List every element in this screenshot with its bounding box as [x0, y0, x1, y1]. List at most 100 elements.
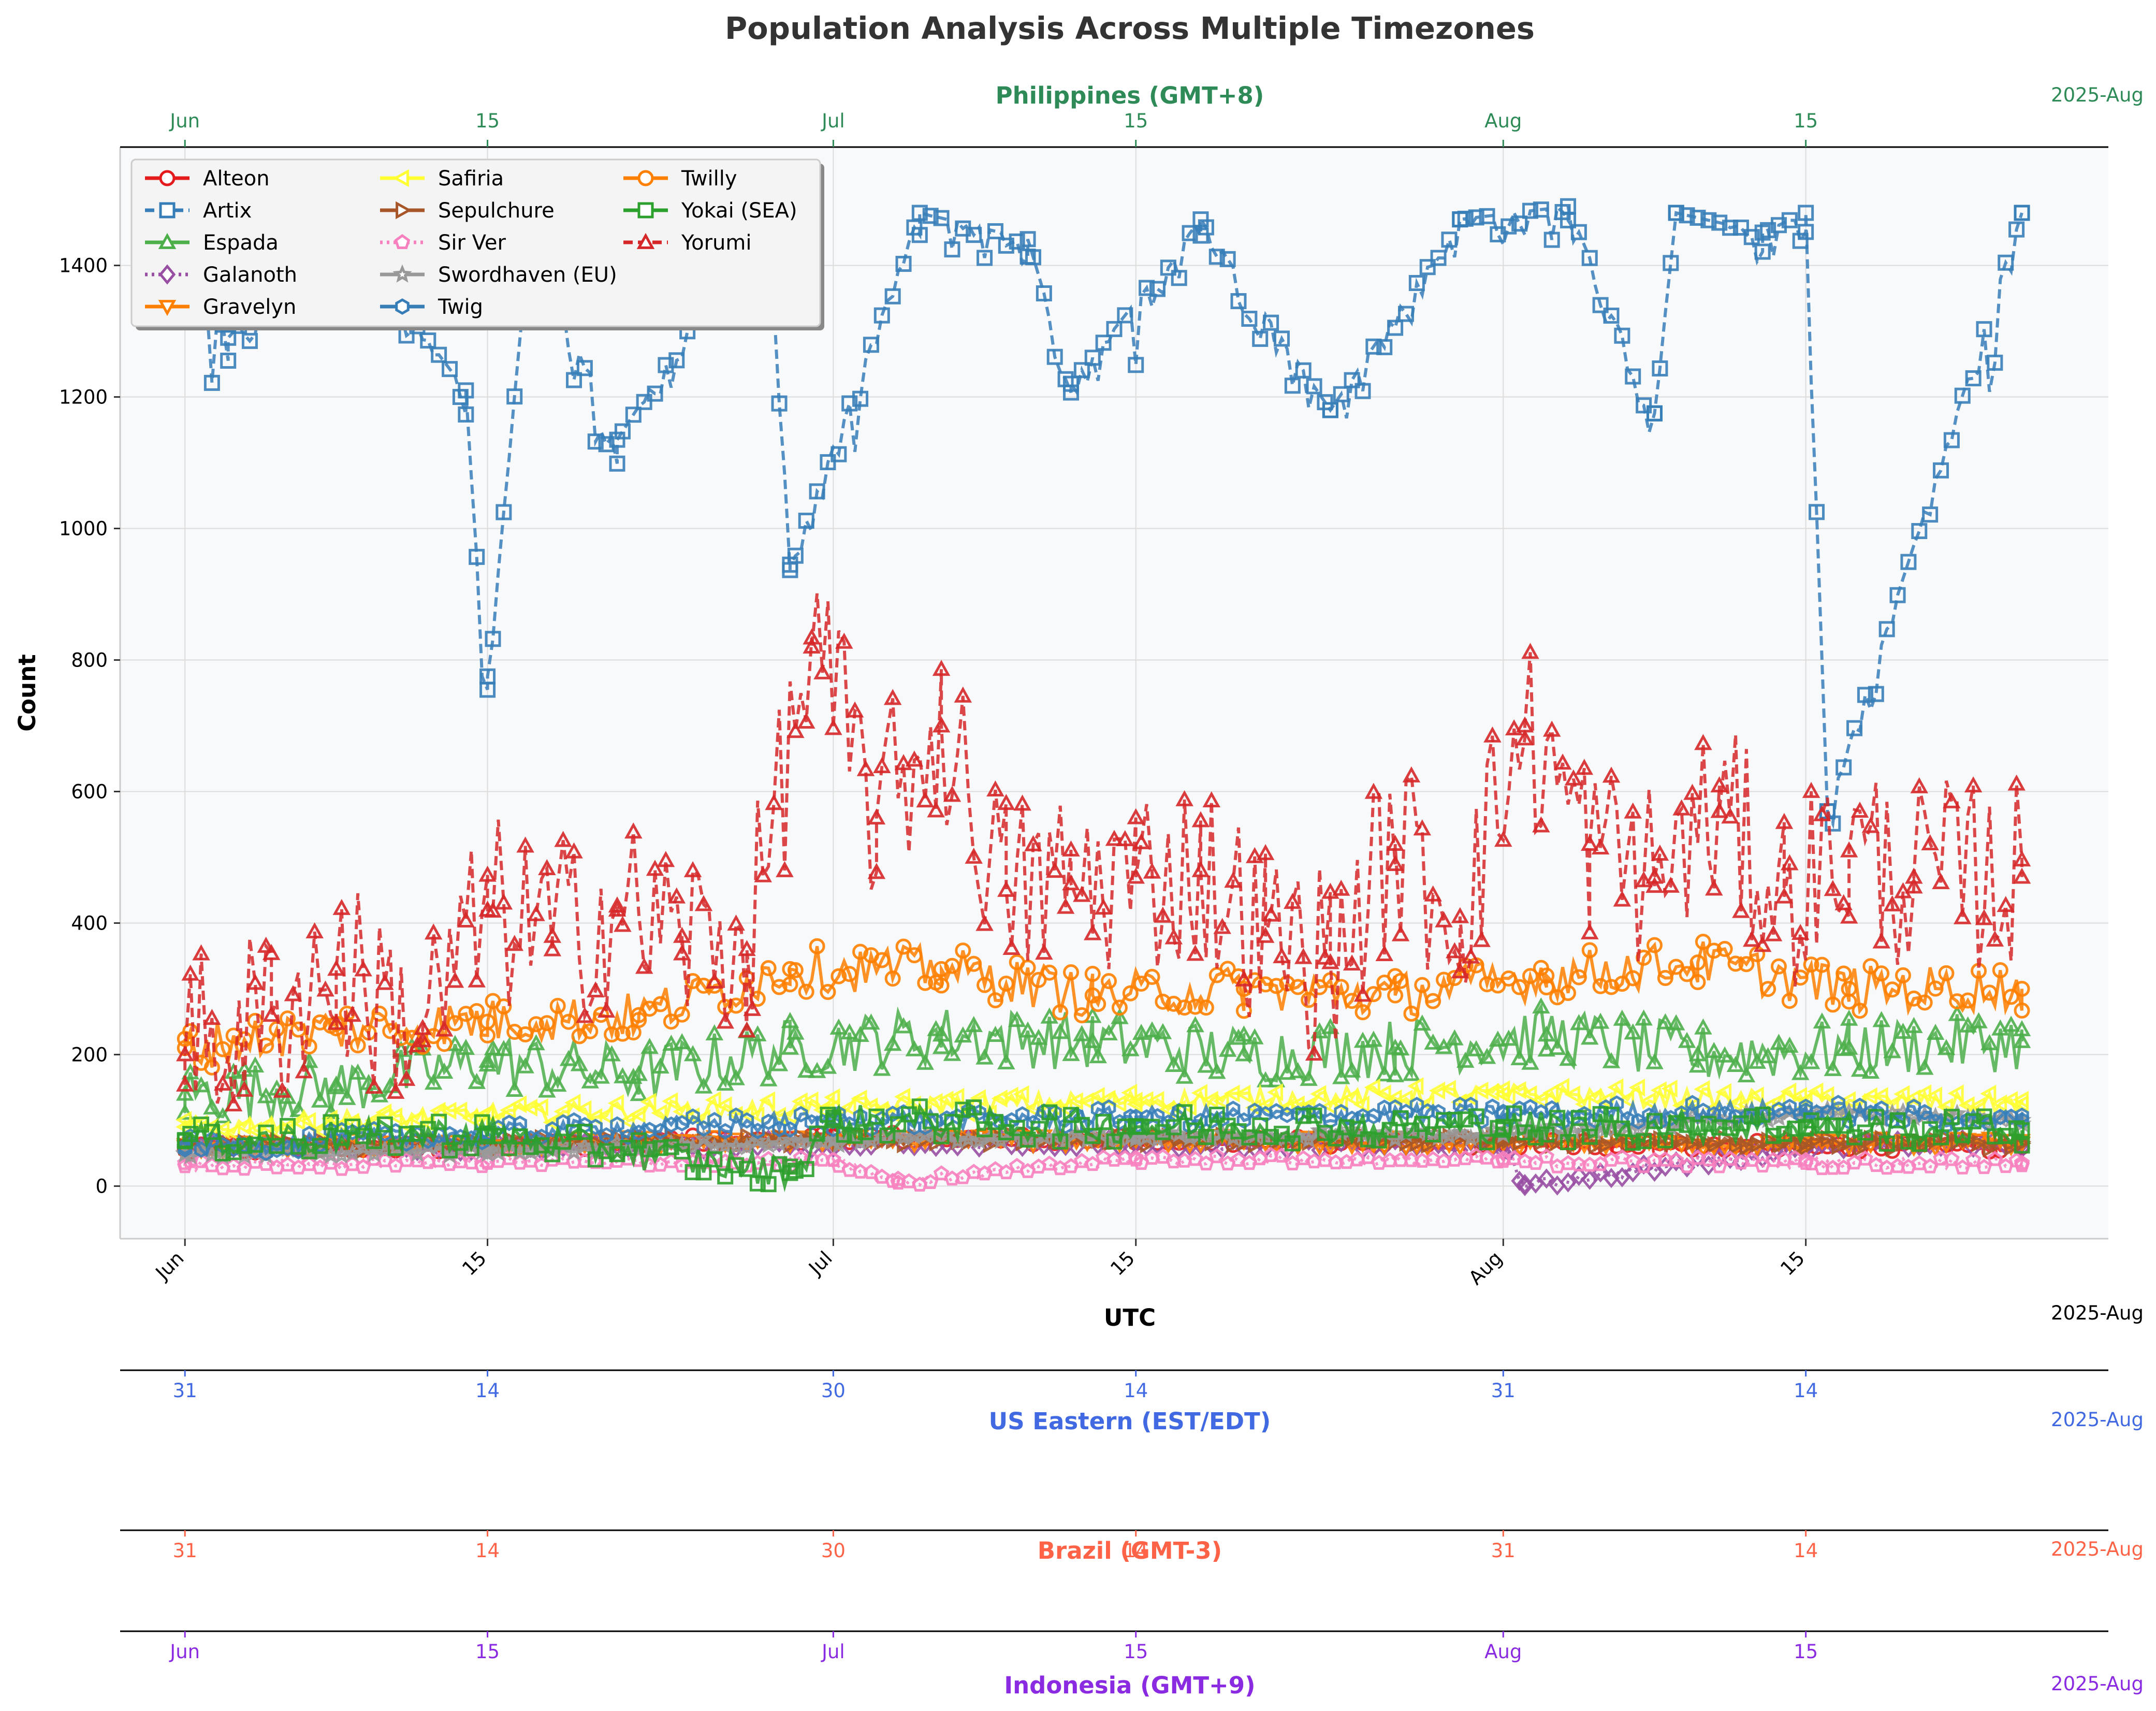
data-point: [1798, 224, 1814, 240]
data-point: [625, 1024, 642, 1041]
data-point: [544, 1146, 561, 1163]
data-point: [343, 1006, 361, 1022]
data-point: [1425, 1126, 1441, 1142]
us-eastern-tick-label: 14: [1794, 1380, 1818, 1402]
data-point: [1424, 1033, 1442, 1050]
data-point: [1678, 1157, 1696, 1178]
data-point: [224, 1095, 243, 1112]
data-point: [609, 455, 625, 472]
data-point: [1976, 1108, 1992, 1125]
data-point: [1342, 1089, 1359, 1107]
data-point: [965, 1016, 983, 1032]
indonesia-tick-label: Jun: [169, 1641, 200, 1663]
data-point: [620, 1139, 636, 1156]
data-point: [500, 1101, 516, 1120]
data-point: [673, 926, 691, 943]
data-point: [474, 1157, 490, 1173]
data-point: [269, 1138, 285, 1154]
data-point: [738, 1021, 756, 1038]
data-point: [1127, 808, 1145, 824]
data-point: [1084, 966, 1101, 982]
data-point: [1300, 1069, 1318, 1086]
data-point: [647, 385, 663, 402]
data-point: [1591, 838, 1610, 854]
data-point: [1841, 980, 1857, 997]
data-point: [576, 360, 593, 376]
data-point: [564, 1142, 584, 1161]
data-point: [1948, 1005, 1966, 1021]
data-point: [203, 374, 220, 391]
data-point: [1933, 462, 1949, 479]
data-point: [527, 905, 545, 921]
data-point: [1986, 930, 2004, 947]
data-point: [1219, 1118, 1236, 1134]
data-point: [1461, 1089, 1478, 1107]
data-point: [954, 686, 972, 703]
data-point: [280, 1156, 296, 1172]
us-eastern-tick-label: 31: [1491, 1380, 1516, 1402]
data-point: [1564, 1085, 1580, 1104]
data-point: [1814, 956, 1830, 973]
data-point: [771, 1156, 788, 1172]
data-point: [609, 431, 625, 448]
data-point: [1414, 977, 1431, 993]
data-point: [235, 1080, 254, 1097]
data-point: [1975, 909, 1993, 925]
data-point: [728, 1157, 745, 1173]
legend-box: [130, 158, 821, 327]
indonesia-tick-label: 15: [1794, 1641, 1818, 1663]
data-point: [1230, 1151, 1247, 1167]
data-point: [1538, 1168, 1555, 1189]
data-point: [1694, 1080, 1710, 1098]
y-tick-label: 600: [71, 780, 108, 803]
data-point: [301, 1143, 317, 1159]
data-point: [1835, 759, 1852, 776]
data-point: [1872, 1011, 1890, 1027]
data-point: [1187, 998, 1204, 1015]
data-point: [484, 1039, 502, 1055]
data-point: [366, 1133, 382, 1149]
data-point: [1991, 1019, 2009, 1036]
data-point: [1226, 1100, 1241, 1118]
data-point: [1192, 211, 1209, 228]
data-point: [1825, 996, 1841, 1013]
data-point: [327, 1078, 345, 1094]
data-point: [1732, 1115, 1749, 1132]
data-point: [662, 1092, 678, 1110]
series-markers: [176, 1077, 2029, 1142]
data-point: [1095, 1149, 1112, 1165]
data-point: [468, 971, 486, 988]
data-point: [1980, 1034, 1999, 1050]
data-point: [1700, 1151, 1717, 1166]
data-point: [1737, 1066, 1756, 1082]
data-point: [2013, 867, 2031, 884]
series-markers: [177, 1098, 2030, 1193]
data-point: [906, 947, 923, 964]
data-point: [1965, 1152, 1982, 1167]
data-point: [1483, 726, 1502, 743]
data-point: [955, 943, 971, 959]
data-point: [802, 1091, 819, 1110]
data-point: [1267, 1071, 1286, 1088]
data-point: [1976, 1158, 1992, 1174]
data-point: [657, 851, 675, 867]
data-point: [1532, 816, 1550, 833]
data-point: [1511, 215, 1528, 232]
data-point: [1425, 1151, 1441, 1166]
data-point: [1506, 1150, 1522, 1166]
data-point: [355, 1158, 371, 1174]
data-point: [1668, 1115, 1684, 1132]
data-point: [674, 1006, 690, 1023]
data-point: [1537, 1025, 1556, 1042]
data-point: [829, 1018, 848, 1035]
data-point: [1614, 1149, 1630, 1165]
data-point: [705, 972, 724, 989]
data-point: [1241, 311, 1258, 327]
data-point: [1943, 432, 1960, 448]
data-point: [824, 1088, 840, 1107]
data-point: [192, 944, 210, 961]
data-point: [1707, 1136, 1724, 1154]
data-point: [1770, 958, 1787, 975]
data-point: [847, 1127, 863, 1144]
data-point: [176, 1045, 194, 1062]
